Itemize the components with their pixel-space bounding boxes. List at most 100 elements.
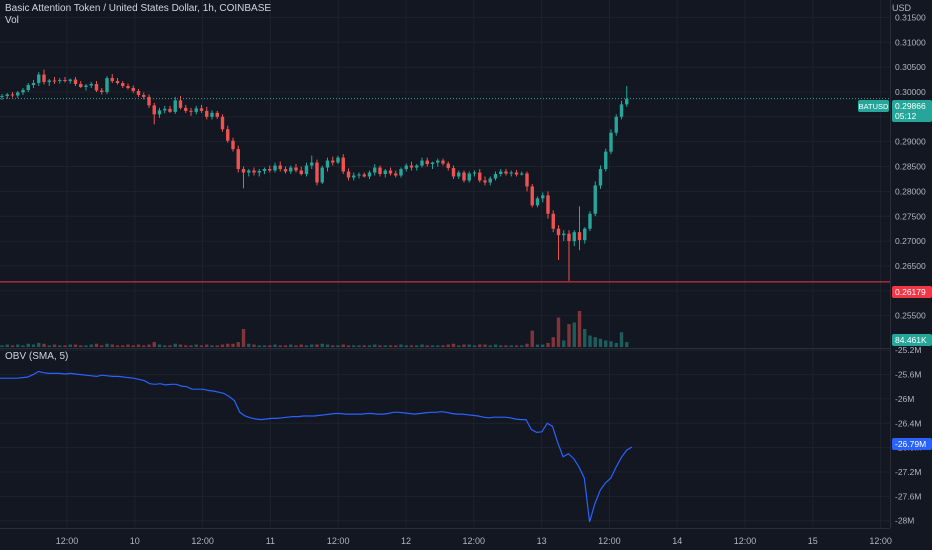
volume-bar xyxy=(598,338,603,347)
volume-bar xyxy=(488,345,492,347)
volume-bar xyxy=(121,345,125,347)
volume-bar xyxy=(436,345,440,347)
volume-bar xyxy=(178,344,183,347)
volume-bar xyxy=(493,344,498,347)
obv-tick-label: -27.6M xyxy=(895,491,921,501)
volume-bar xyxy=(157,344,162,347)
grid-lines xyxy=(0,0,890,528)
candle-body xyxy=(336,157,340,163)
volume-bar xyxy=(551,337,555,347)
volume-bar xyxy=(520,345,524,347)
candle-body xyxy=(236,149,240,170)
candle-body xyxy=(609,132,613,152)
candle-body xyxy=(593,185,597,214)
candle-body xyxy=(241,169,246,173)
candle-body xyxy=(315,162,319,183)
candle-body xyxy=(178,100,183,108)
volume-bar xyxy=(577,311,582,347)
volume-bar xyxy=(215,345,219,347)
candle-body xyxy=(352,175,356,178)
volume-bar xyxy=(446,344,450,347)
candle-body xyxy=(189,110,193,112)
obv-legend[interactable]: OBV (SMA, 5) xyxy=(5,351,69,362)
price-tick-label: 0.27500 xyxy=(895,211,926,221)
candle-body xyxy=(52,80,57,82)
volume-bar xyxy=(504,345,508,347)
candle-body xyxy=(362,174,366,177)
candle-body xyxy=(110,78,114,82)
volume-bar xyxy=(168,345,172,347)
candle-body xyxy=(147,96,151,106)
chart-title[interactable]: Basic Attention Token / United States Do… xyxy=(5,3,272,14)
obv-axis[interactable]: -25.2M-25.6M-26M-26.4M-26.8M-27.2M-27.6M… xyxy=(895,345,921,525)
candle-body xyxy=(278,165,282,170)
price-tick-label: 0.25500 xyxy=(895,311,926,321)
volume-bar xyxy=(525,343,529,347)
volume-legend[interactable]: Vol xyxy=(5,15,19,26)
volume-bar xyxy=(530,330,534,347)
volume-bar xyxy=(304,345,309,347)
candle-body xyxy=(425,160,429,165)
volume-bar xyxy=(378,345,382,347)
price-tick-label: 0.29000 xyxy=(895,137,926,147)
candle-body xyxy=(462,172,466,181)
candle-body xyxy=(73,79,78,85)
volume-bar xyxy=(362,345,366,347)
candle-body xyxy=(142,94,146,97)
candle-body xyxy=(42,74,46,83)
obv-tick-label: -27.2M xyxy=(895,467,921,477)
candle-body xyxy=(283,169,288,172)
time-axis[interactable]: 12:00 10 12:00 11 12:00 12 12:00 13 12:00 14 12:00… xyxy=(56,536,892,546)
time-tick-label: 12:00 xyxy=(463,536,486,546)
volume-bar xyxy=(499,345,503,347)
volume-bar xyxy=(341,344,345,347)
volume-bar xyxy=(299,344,303,347)
volume-bar xyxy=(241,329,246,347)
candle-body xyxy=(493,174,498,179)
candle-body xyxy=(404,165,408,170)
candle-body xyxy=(388,170,393,174)
candle-body xyxy=(483,180,487,183)
candle-body xyxy=(100,90,104,92)
volume-bar xyxy=(231,343,235,347)
symbol-badge-label: BATUSD xyxy=(859,102,889,111)
candle-body xyxy=(346,171,351,178)
candle-body xyxy=(105,78,109,92)
price-axis[interactable]: 0.315000.310000.305000.300000.295000.290… xyxy=(895,12,926,320)
volume-bar xyxy=(399,344,403,347)
candle-body xyxy=(16,92,20,96)
candle-body xyxy=(94,84,99,91)
volume-bar xyxy=(105,343,109,347)
price-tick-label: 0.30500 xyxy=(895,62,926,72)
volume-bar xyxy=(184,345,188,347)
candle-body xyxy=(420,160,424,166)
obv-tick-label: -25.6M xyxy=(895,370,921,380)
volume-bar xyxy=(404,345,408,347)
volume-bar xyxy=(483,344,487,347)
volume-bar xyxy=(604,340,608,347)
volume-bar xyxy=(315,344,319,347)
volume-bar xyxy=(583,329,587,347)
candle-body xyxy=(509,172,513,174)
volume-bar xyxy=(367,345,372,347)
candle-body xyxy=(625,98,629,105)
candle-body xyxy=(262,169,267,172)
volume-bar xyxy=(58,345,62,347)
volume-bar xyxy=(84,345,88,347)
volume-bar xyxy=(37,342,41,347)
volume-bar xyxy=(352,345,356,347)
candle-body xyxy=(588,213,592,229)
volume-bar xyxy=(47,345,51,347)
volume-bar xyxy=(562,340,566,347)
support-badge: 0.26179 xyxy=(892,286,932,298)
volume-bar xyxy=(462,344,466,347)
candle-body xyxy=(131,87,135,91)
candle-body xyxy=(415,165,419,168)
candle-body xyxy=(5,94,9,96)
candle-body xyxy=(367,172,372,177)
obv-tick-label: -28M xyxy=(895,516,914,526)
candle-body xyxy=(504,171,508,174)
candle-body xyxy=(194,108,198,112)
volume-bar xyxy=(268,345,272,347)
